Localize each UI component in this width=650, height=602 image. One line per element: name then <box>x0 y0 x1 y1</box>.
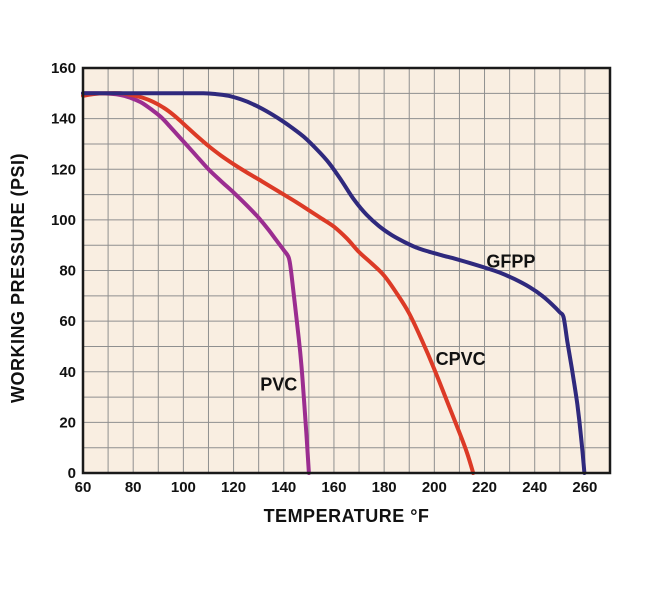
x-tick-label: 200 <box>422 479 447 496</box>
curve-cpvc <box>81 91 476 475</box>
y-tick-label: 140 <box>51 111 76 128</box>
y-axis-title: WORKING PRESSURE (PSI) <box>8 152 28 404</box>
x-tick-label: 260 <box>572 479 597 496</box>
x-tick-label: 100 <box>171 479 196 496</box>
x-tick-label: 140 <box>271 479 296 496</box>
series-label-cpvc: CPVC <box>436 349 486 369</box>
y-tick-label: 100 <box>51 212 76 229</box>
x-axis-title: TEMPERATURE °F <box>263 506 430 526</box>
y-tick-label: 80 <box>59 263 76 280</box>
series-label-gfpp: GFPP <box>486 252 535 272</box>
y-tick-label: 120 <box>51 161 76 178</box>
series-label-pvc: PVC <box>260 374 297 394</box>
curve-gfpp <box>81 91 587 475</box>
x-tick-label: 220 <box>472 479 497 496</box>
y-tick-label: 160 <box>51 60 76 77</box>
x-tick-label: 60 <box>75 479 92 496</box>
y-tick-label: 0 <box>68 465 76 482</box>
y-tick-label: 40 <box>59 364 76 381</box>
x-tick-label: 120 <box>221 479 246 496</box>
x-tick-label: 240 <box>522 479 547 496</box>
x-tick-label: 80 <box>125 479 142 496</box>
x-tick-label: 180 <box>372 479 397 496</box>
plot-border <box>81 66 612 475</box>
y-tick-label: 20 <box>59 414 76 431</box>
x-tick-label: 160 <box>321 479 346 496</box>
y-tick-label: 60 <box>59 313 76 330</box>
curve-pvc <box>81 91 311 475</box>
